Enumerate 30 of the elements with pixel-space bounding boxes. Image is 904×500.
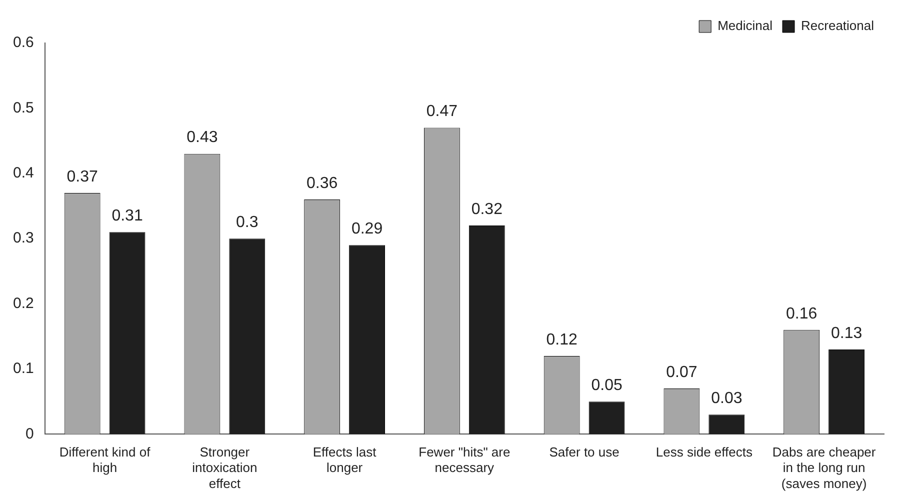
- legend-label: Medicinal: [718, 18, 773, 34]
- data-label: 0.16: [786, 305, 818, 322]
- x-tick-label: Dabs are cheaper in the long run (saves money): [772, 444, 876, 491]
- x-tick-label: Fewer "hits" are necessary: [418, 444, 510, 476]
- data-label: 0.43: [186, 129, 218, 146]
- x-tick-label: Effects last longer: [312, 444, 377, 476]
- data-label: 0.07: [666, 364, 698, 381]
- y-tick-label: 0.6: [12, 34, 34, 52]
- y-tick-label: 0.4: [12, 164, 34, 182]
- x-tick-label: Different kind of high: [59, 444, 151, 476]
- data-label: 0.12: [546, 331, 578, 348]
- x-tick-label: Stronger intoxication effect: [192, 444, 258, 491]
- data-label: 0.03: [711, 390, 742, 408]
- data-label: 0.31: [112, 207, 143, 224]
- data-label: 0.29: [351, 220, 383, 238]
- data-label: 0.47: [426, 103, 458, 120]
- y-tick-label: 0.3: [12, 230, 34, 247]
- y-tick-label: 0.1: [12, 360, 34, 378]
- y-tick-label: 0.5: [12, 99, 34, 116]
- data-label: 0.05: [591, 377, 622, 394]
- y-tick-label: 0.2: [12, 294, 34, 312]
- legend-label: Recreational: [801, 18, 874, 34]
- data-label: 0.3: [236, 214, 258, 232]
- data-label: 0.32: [471, 200, 503, 218]
- y-tick-label: 0: [26, 425, 34, 442]
- data-label: 0.37: [66, 168, 98, 186]
- data-label: 0.36: [306, 174, 338, 192]
- x-tick-label: Less side effects: [656, 444, 753, 460]
- x-tick-label: Safer to use: [549, 444, 620, 460]
- data-label: 0.13: [830, 324, 862, 342]
